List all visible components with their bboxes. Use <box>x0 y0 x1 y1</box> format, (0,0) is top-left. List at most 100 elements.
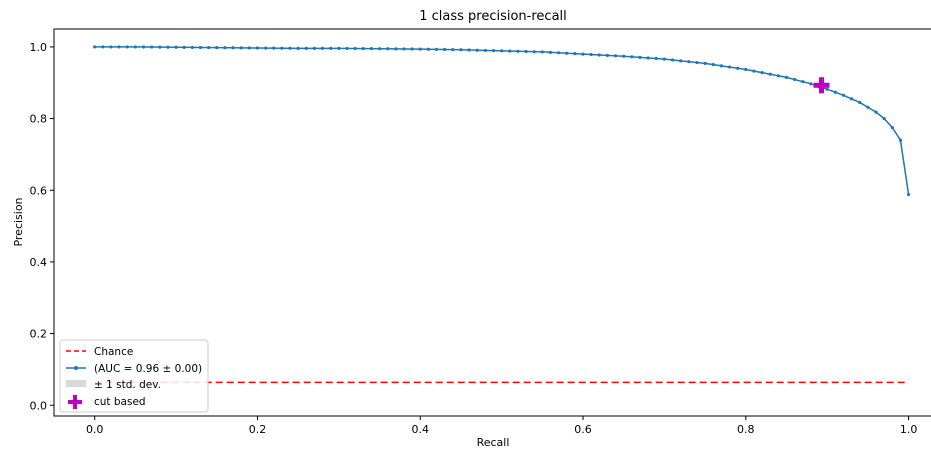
pr-curve-point <box>630 55 634 59</box>
pr-curve-point <box>434 47 439 51</box>
legend-std-swatch <box>66 380 86 387</box>
pr-curve-point <box>622 54 626 58</box>
y-tick-label: 0.0 <box>30 399 48 412</box>
pr-curve-point <box>101 45 105 49</box>
pr-curve-point <box>597 53 601 57</box>
plot-frame <box>53 28 931 417</box>
pr-curve-point <box>451 48 455 52</box>
pr-curve-point <box>565 51 569 55</box>
pr-curve-point <box>882 116 886 121</box>
pr-curve-point <box>329 46 333 50</box>
pr-curve-point <box>158 45 162 49</box>
pr-curve-point <box>426 47 430 51</box>
pr-curve-point <box>377 47 382 51</box>
pr-curve-point <box>825 87 829 91</box>
pr-curve-point <box>711 63 715 67</box>
pr-curve-point <box>337 46 341 50</box>
pr-curve-point <box>483 48 487 53</box>
y-tick-label: 0.8 <box>30 113 48 126</box>
x-tick-label: 0.6 <box>574 423 592 436</box>
pr-curve-point <box>573 52 577 56</box>
pr-curve-point <box>255 46 260 50</box>
pr-curve-point <box>646 56 650 60</box>
pr-curve-point <box>475 48 479 52</box>
chart-title: 1 class precision-recall <box>419 9 567 24</box>
pr-curve-point <box>215 46 219 50</box>
pr-curve-point <box>793 77 797 82</box>
pr-curve-point <box>345 46 349 51</box>
pr-curve-point <box>109 45 113 49</box>
pr-curve-point <box>141 45 146 49</box>
pr-curve-point <box>906 192 911 197</box>
pr-curve-point <box>296 46 300 50</box>
pr-curve-point <box>524 49 528 54</box>
pr-curve-point <box>117 45 121 49</box>
pr-curve-point <box>272 46 276 50</box>
pr-curve-point <box>304 46 308 50</box>
pr-curve-point <box>581 52 585 56</box>
pr-curve-point <box>760 71 764 75</box>
pr-curve-point <box>532 50 536 54</box>
y-tick-label: 1.0 <box>30 41 48 54</box>
y-axis-ticks: 0.0 0.2 0.4 0.6 0.8 1.0 <box>30 41 54 412</box>
pr-curve-point <box>508 49 512 53</box>
pr-curve-point <box>557 51 561 55</box>
pr-curve-point <box>801 80 805 84</box>
pr-curve-point <box>841 93 846 97</box>
pr-curve-point <box>150 45 154 49</box>
pr-curve-point <box>703 61 707 65</box>
pr-curve-point <box>890 125 894 130</box>
pr-curve-point <box>239 46 243 50</box>
pr-curve-point <box>548 50 553 54</box>
pr-curve-point <box>858 100 862 105</box>
pr-curve-point <box>288 46 292 50</box>
pr-curve-point <box>898 138 903 142</box>
pr-curve-point <box>768 72 772 76</box>
pr-curve-point <box>125 45 129 49</box>
x-axis-ticks: 0.0 0.2 0.4 0.6 0.8 1.0 <box>86 416 917 436</box>
pr-curve-point <box>402 47 406 51</box>
pr-curve-point <box>540 50 544 54</box>
x-tick-label: 0.2 <box>249 423 267 436</box>
legend-chance-label: Chance <box>94 346 133 358</box>
pr-curve-point <box>264 46 268 50</box>
x-tick-label: 0.0 <box>86 423 104 436</box>
pr-curve-point <box>190 45 194 50</box>
pr-curve-point <box>662 57 667 61</box>
y-tick-label: 0.2 <box>30 328 48 341</box>
pr-curve-point <box>410 47 414 51</box>
y-tick-label: 0.4 <box>30 256 48 269</box>
pr-curve-point <box>418 47 422 51</box>
legend-cut-swatch <box>68 395 82 409</box>
pr-curve-point <box>670 58 675 62</box>
pr-curve-point <box>93 45 97 49</box>
pr-curve-point <box>679 59 683 63</box>
pr-curve-point <box>369 47 374 51</box>
legend-std-label: ± 1 std. dev. <box>94 379 161 391</box>
pr-curve-point <box>394 47 398 51</box>
pr-curve-point <box>459 48 463 52</box>
pr-curve-point <box>133 45 137 49</box>
pr-curve-point <box>182 45 186 49</box>
legend-auc-label: (AUC = 0.96 ± 0.00) <box>94 363 202 375</box>
pr-curve-point <box>198 45 203 50</box>
pr-curve-point <box>654 56 658 61</box>
pr-curve-point <box>500 49 504 53</box>
legend-cut-label: cut based <box>94 396 146 408</box>
pr-curve-point <box>516 49 520 53</box>
pr-curve-point <box>353 46 357 51</box>
pr-curve-point <box>736 66 740 70</box>
pr-curve-point <box>166 45 170 49</box>
pr-curve-point <box>247 46 251 50</box>
x-tick-label: 1.0 <box>900 423 918 436</box>
pr-curve-point <box>638 55 642 59</box>
y-tick-label: 0.6 <box>30 184 48 197</box>
pr-curve-point <box>280 46 284 50</box>
pr-curve-point <box>613 54 618 58</box>
pr-curve-point <box>866 105 870 109</box>
pr-curve-point <box>605 53 610 57</box>
legend-box <box>59 339 209 413</box>
pr-curve-point <box>727 65 732 69</box>
pr-curve-point <box>744 67 748 72</box>
